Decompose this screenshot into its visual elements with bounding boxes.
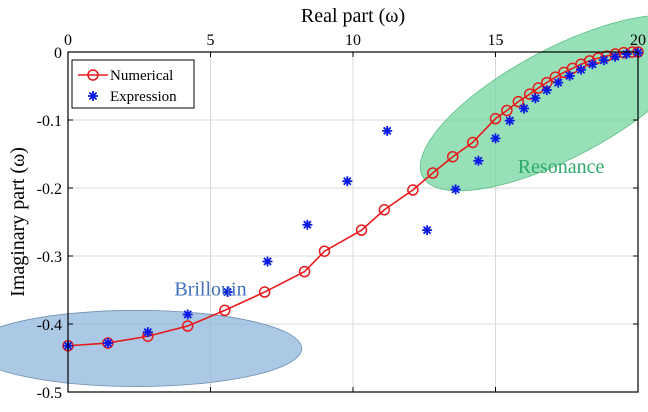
legend-star-icon	[88, 91, 98, 101]
y-tick-label: -0.2	[37, 181, 62, 198]
highlight-regions	[0, 14, 648, 387]
numerical-point	[181, 320, 194, 332]
y-tick-label: -0.1	[37, 113, 62, 130]
expression-point	[222, 287, 233, 298]
legend-label-expression: Expression	[110, 89, 177, 105]
expression-point	[262, 256, 273, 267]
legend-swatch-expression-marker	[88, 91, 98, 101]
expression-point	[519, 103, 529, 114]
highlight-ellipse	[419, 14, 648, 192]
expression-point	[450, 184, 461, 195]
annotation-label: Brillouin	[174, 278, 246, 300]
numerical-point	[532, 82, 544, 94]
numerical-point	[447, 150, 459, 163]
x-tick-label: 10	[345, 32, 361, 49]
numerical-point	[258, 286, 271, 298]
expression-point	[342, 176, 353, 187]
expression-point	[182, 309, 193, 320]
numerical-point	[466, 136, 479, 149]
expression-point	[553, 77, 564, 88]
y-axis-title: Imaginary part (ω)	[7, 147, 29, 297]
legend: Numerical Expression	[71, 59, 195, 109]
expression-point	[541, 85, 552, 96]
y-tick-label: -0.5	[37, 385, 62, 402]
numerical-point	[427, 167, 439, 179]
numerical-point	[489, 112, 502, 125]
expression-point	[587, 59, 598, 70]
series-layer	[62, 46, 644, 352]
x-tick-label: 15	[488, 32, 504, 49]
expression-point	[382, 125, 393, 136]
expression-point	[504, 115, 515, 126]
expression-point	[302, 219, 313, 230]
x-tick-label: 20	[630, 32, 646, 49]
expression-point	[610, 51, 621, 62]
numerical-point	[355, 224, 368, 236]
numerical-series-line	[67, 51, 638, 347]
y-tick-label: -0.4	[37, 317, 62, 334]
numerical-point	[318, 245, 331, 257]
expression-point	[473, 155, 484, 166]
annotations: Brillouin Resonance	[174, 156, 604, 300]
numerical-point	[501, 104, 513, 117]
expression-point	[598, 55, 609, 66]
tick-labels: 0 5 10 15 20 0 -0.1 -0.2 -0.3 -0.4 -0.5	[37, 32, 646, 402]
legend-label-numerical: Numerical	[110, 68, 173, 84]
expression-point	[530, 93, 541, 104]
highlight-ellipse	[0, 310, 303, 387]
x-tick-label: 0	[64, 32, 72, 49]
expression-point	[576, 64, 586, 75]
x-tick-label: 5	[207, 32, 215, 49]
expression-point	[621, 49, 632, 60]
x-axis-title: Real part (ω)	[301, 5, 405, 27]
annotation-label: Resonance	[518, 156, 605, 178]
numerical-point	[378, 204, 391, 216]
expression-point	[142, 327, 153, 338]
legend-swatch-numerical-marker	[87, 69, 99, 81]
expression-point	[490, 133, 501, 144]
y-tick-label: 0	[54, 45, 62, 62]
expression-point	[564, 70, 575, 81]
numerical-point	[407, 184, 419, 196]
numerical-point	[298, 265, 311, 278]
expression-point	[422, 225, 433, 236]
y-tick-label: -0.3	[37, 249, 62, 266]
numerical-point	[512, 95, 525, 108]
numerical-point	[219, 304, 231, 317]
expression-point	[102, 338, 113, 349]
